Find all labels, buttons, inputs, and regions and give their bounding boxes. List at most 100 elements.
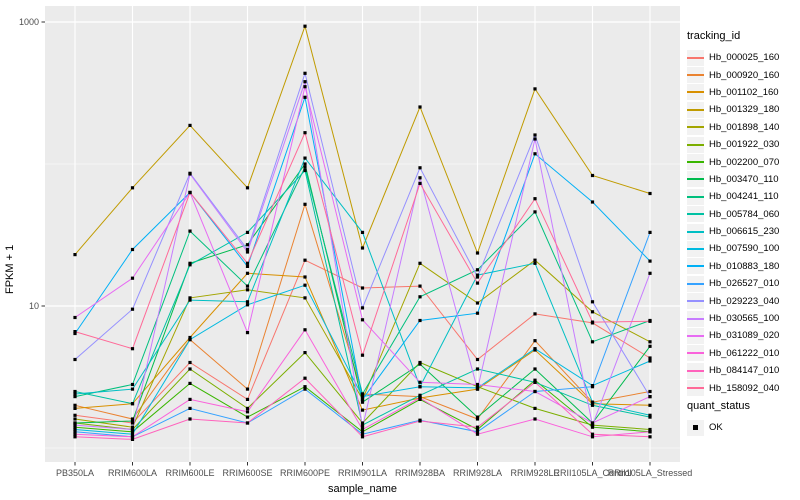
legend-key [687, 101, 704, 118]
legend-quant-status: quant_status OK [687, 400, 799, 436]
data-point [130, 437, 135, 441]
legend-key [687, 67, 704, 84]
data-point [245, 397, 250, 401]
data-point [245, 261, 250, 265]
data-point [245, 406, 250, 410]
data-point [303, 162, 307, 166]
data-point [130, 417, 135, 421]
legend-item-label: Hb_084147_010 [709, 365, 780, 377]
legend-item-label: Hb_002200_070 [709, 156, 780, 168]
data-point [590, 425, 595, 429]
data-point [130, 421, 135, 425]
legend-item-label: Hb_010883_180 [709, 260, 780, 272]
data-point [245, 421, 250, 425]
data-point [533, 258, 537, 262]
data-point [245, 243, 250, 247]
data-point [533, 137, 537, 141]
data-point [73, 389, 77, 394]
data-point [245, 288, 250, 292]
legend-color-line-icon [687, 334, 704, 337]
data-point [418, 176, 422, 180]
data-point [73, 413, 77, 417]
data-point [188, 335, 192, 340]
data-point [188, 263, 192, 267]
data-point [360, 246, 365, 250]
data-point [418, 295, 422, 299]
legend-key [687, 310, 704, 327]
data-point [648, 319, 652, 323]
legend-title: tracking_id [687, 30, 741, 42]
legend-color-line-icon [687, 178, 704, 181]
legend-key [687, 119, 704, 136]
legend-item-label: OK [709, 422, 723, 434]
legend-color-line-icon [687, 108, 704, 111]
x-axis-title: sample_name [327, 483, 398, 495]
data-point [418, 362, 422, 366]
data-point [475, 387, 480, 391]
legend-color-line-icon [687, 91, 704, 94]
data-point [360, 353, 365, 357]
x-tick-label: RRIM600LA [108, 468, 157, 478]
data-point [533, 347, 537, 351]
legend-key [687, 223, 704, 240]
data-point [73, 435, 77, 439]
data-point [533, 210, 537, 214]
data-point [418, 419, 422, 423]
data-point [360, 427, 365, 432]
data-point [303, 376, 307, 380]
data-point [130, 402, 135, 406]
data-point [130, 387, 135, 391]
data-point [303, 156, 307, 160]
legend-item: Hb_158092_040 [687, 379, 799, 397]
data-point [590, 403, 595, 407]
data-point [73, 331, 77, 336]
data-point [360, 400, 365, 404]
data-point [360, 392, 365, 396]
data-point [245, 250, 250, 254]
data-point [533, 261, 537, 265]
data-point [418, 396, 422, 400]
legend-key [687, 362, 704, 379]
legend-item: Hb_001922_030 [687, 136, 799, 153]
data-point [648, 413, 652, 417]
data-point [533, 87, 537, 91]
data-point [590, 432, 595, 436]
data-point [418, 105, 422, 109]
data-point [188, 338, 192, 342]
legend-item: Hb_006615_230 [687, 223, 799, 240]
legend-item-label: Hb_003470_110 [709, 173, 779, 185]
data-point [418, 385, 422, 389]
data-point [245, 284, 250, 288]
x-tick-label: PB350LA [56, 468, 94, 478]
data-point [245, 331, 250, 335]
data-point [590, 173, 595, 178]
data-point [245, 303, 250, 307]
data-point [73, 330, 77, 334]
data-point [648, 389, 652, 394]
data-point [533, 197, 537, 201]
legend-item-label: Hb_001102_160 [709, 86, 779, 98]
data-point [130, 425, 135, 429]
data-point [533, 367, 537, 371]
data-point [648, 356, 652, 360]
data-point [303, 283, 307, 287]
data-point [533, 133, 537, 137]
legend-key [687, 206, 704, 223]
data-point [303, 168, 307, 173]
data-point [188, 367, 192, 371]
data-point [245, 186, 250, 190]
data-point [360, 230, 365, 234]
legend-color-line-icon [687, 195, 704, 198]
legend-key [687, 171, 704, 188]
legend-item-label: Hb_030565_100 [709, 313, 780, 325]
legend-key [687, 84, 704, 101]
data-point [360, 306, 365, 310]
legend-item: Hb_029223_040 [687, 292, 799, 310]
legend-color-line-icon [687, 300, 704, 303]
data-point [533, 417, 537, 421]
legend-item-ok: OK [687, 419, 799, 436]
data-point [73, 430, 77, 434]
x-tick-label: RRIM928LA [453, 468, 502, 478]
data-point [418, 166, 422, 170]
data-point [475, 417, 480, 421]
